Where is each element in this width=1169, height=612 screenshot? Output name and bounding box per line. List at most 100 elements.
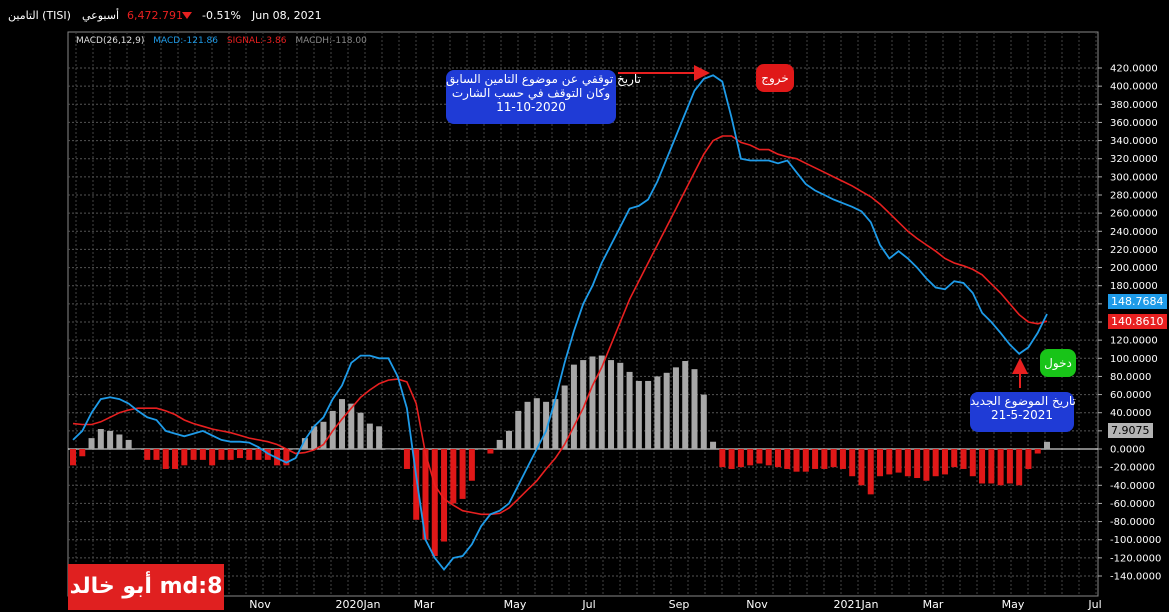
histogram-bar bbox=[422, 449, 429, 540]
histogram-bar bbox=[561, 385, 568, 449]
y-tick-label: 240.0000 bbox=[1110, 227, 1158, 238]
x-tick-label: 2020Jan bbox=[336, 598, 381, 611]
histogram-bar bbox=[895, 449, 902, 473]
histogram-bar bbox=[710, 441, 717, 449]
histogram-bar bbox=[626, 371, 633, 449]
histogram-bar bbox=[385, 449, 392, 450]
histogram-bar bbox=[877, 449, 884, 477]
histogram-bar bbox=[951, 449, 958, 468]
y-tick-label: -20.0000 bbox=[1110, 463, 1155, 474]
histogram-bar bbox=[1016, 449, 1023, 486]
histogram-bar bbox=[366, 423, 373, 449]
histogram-bar bbox=[172, 449, 179, 469]
exit-note: تاريخ توقفي عن موضوع التامين السابق وكان… bbox=[446, 70, 641, 124]
histogram-bar bbox=[116, 434, 123, 449]
histogram-bar bbox=[839, 449, 846, 469]
y-tick-label: 300.0000 bbox=[1110, 172, 1158, 183]
histogram-bar bbox=[496, 439, 503, 449]
histogram-bar bbox=[821, 449, 828, 469]
histogram-bar bbox=[533, 398, 540, 449]
y-tick-label: -140.0000 bbox=[1110, 572, 1161, 583]
histogram-bar bbox=[144, 449, 151, 460]
histogram-bar bbox=[236, 449, 243, 459]
histogram-bar bbox=[543, 401, 550, 449]
histogram-bar bbox=[181, 449, 188, 466]
y-tick-label: 360.0000 bbox=[1110, 118, 1158, 129]
histogram-bar bbox=[580, 360, 587, 449]
histogram-bar bbox=[784, 449, 791, 469]
y-tick-label: 200.0000 bbox=[1110, 263, 1158, 274]
histogram-bar bbox=[932, 449, 939, 477]
histogram-bar bbox=[320, 421, 327, 449]
x-axis: Nov 2020Jan Mar May Jul Sep Nov 2021Jan Mar May Ju… bbox=[249, 598, 1101, 611]
signal-value-tag: 140.8610 bbox=[1108, 314, 1167, 329]
entry-note: تاريخ الموضوع الجديد 21-5-2021 bbox=[970, 392, 1076, 432]
histogram-bar bbox=[645, 380, 652, 449]
histogram-bar bbox=[858, 449, 865, 486]
histogram-bar bbox=[227, 449, 234, 460]
histogram-bar bbox=[1044, 441, 1050, 449]
y-tick-label: 80.0000 bbox=[1110, 372, 1151, 383]
last-price: 6,472.791 bbox=[127, 9, 183, 22]
histogram-bar bbox=[979, 449, 986, 484]
x-tick-label: May bbox=[1002, 598, 1025, 611]
histogram-bar bbox=[524, 401, 531, 449]
histogram-bar bbox=[867, 449, 874, 495]
x-tick-label: Mar bbox=[923, 598, 944, 611]
histogram-bar bbox=[635, 380, 642, 449]
histogram-bar bbox=[441, 449, 448, 542]
histogram-bar bbox=[515, 410, 522, 449]
y-tick-label: -120.0000 bbox=[1110, 553, 1161, 564]
histogram-bar bbox=[162, 449, 169, 469]
histogram-bar bbox=[97, 429, 104, 449]
histogram-bar bbox=[218, 449, 225, 460]
signal-line bbox=[72, 135, 1048, 516]
entry-note-line-2: 21-5-2021 bbox=[990, 408, 1054, 422]
legend-signal: SIGNAL:-3.86 bbox=[226, 36, 287, 46]
legend-macdh: MACDH:-118.00 bbox=[295, 36, 367, 46]
x-tick-label: Mar bbox=[414, 598, 435, 611]
exit-note-line-3: 11-10-2020 bbox=[496, 100, 566, 114]
histogram-bar bbox=[663, 372, 670, 449]
histogram-bar bbox=[301, 438, 308, 449]
y-tick-label: 420.0000 bbox=[1110, 64, 1158, 75]
y-tick-label: 400.0000 bbox=[1110, 82, 1158, 93]
histogram-bar bbox=[357, 412, 364, 449]
histogram-bar bbox=[199, 449, 206, 460]
hist-value-tag: 7.9075 bbox=[1108, 423, 1153, 438]
exit-label: خروج bbox=[756, 64, 794, 92]
y-tick-label: 380.0000 bbox=[1110, 100, 1158, 111]
histogram-bar bbox=[505, 430, 512, 449]
entry-note-line-1: تاريخ الموضوع الجديد bbox=[970, 394, 1076, 408]
histogram-bar bbox=[589, 356, 596, 449]
histogram-bar bbox=[283, 449, 290, 466]
histogram-bar bbox=[107, 430, 114, 449]
y-tick-label: -100.0000 bbox=[1110, 535, 1161, 546]
histogram-bar bbox=[700, 394, 707, 449]
histogram-bar bbox=[468, 449, 475, 481]
indicator-legend: MACD(26,12,9) MACD:-121.86 SIGNAL:-3.86 … bbox=[76, 36, 367, 46]
histogram-bar bbox=[774, 449, 781, 468]
y-tick-label: 320.0000 bbox=[1110, 154, 1158, 165]
histogram-bar bbox=[672, 367, 679, 449]
y-tick-label: 0.0000 bbox=[1110, 445, 1145, 456]
histogram-bar bbox=[1006, 449, 1013, 484]
histogram-bar bbox=[125, 439, 132, 449]
histogram-bar bbox=[747, 449, 754, 466]
histogram-bar bbox=[654, 376, 661, 449]
histogram-bar bbox=[904, 449, 911, 477]
y-tick-label: 60.0000 bbox=[1110, 390, 1151, 401]
x-tick-label: Jul bbox=[1087, 598, 1101, 611]
histogram-bar bbox=[812, 449, 819, 469]
histogram-bar bbox=[70, 449, 76, 466]
histogram-bar bbox=[737, 449, 744, 468]
brand-badge: أبو خالد md:8 bbox=[68, 564, 224, 610]
histogram-bar bbox=[459, 449, 466, 499]
x-tick-label: May bbox=[504, 598, 527, 611]
histogram-bar bbox=[802, 449, 809, 472]
x-tick-label: Jul bbox=[581, 598, 595, 611]
histogram-bar bbox=[190, 449, 197, 460]
legend-macd: MACD:-121.86 bbox=[153, 36, 218, 46]
plot-area bbox=[67, 31, 1099, 597]
